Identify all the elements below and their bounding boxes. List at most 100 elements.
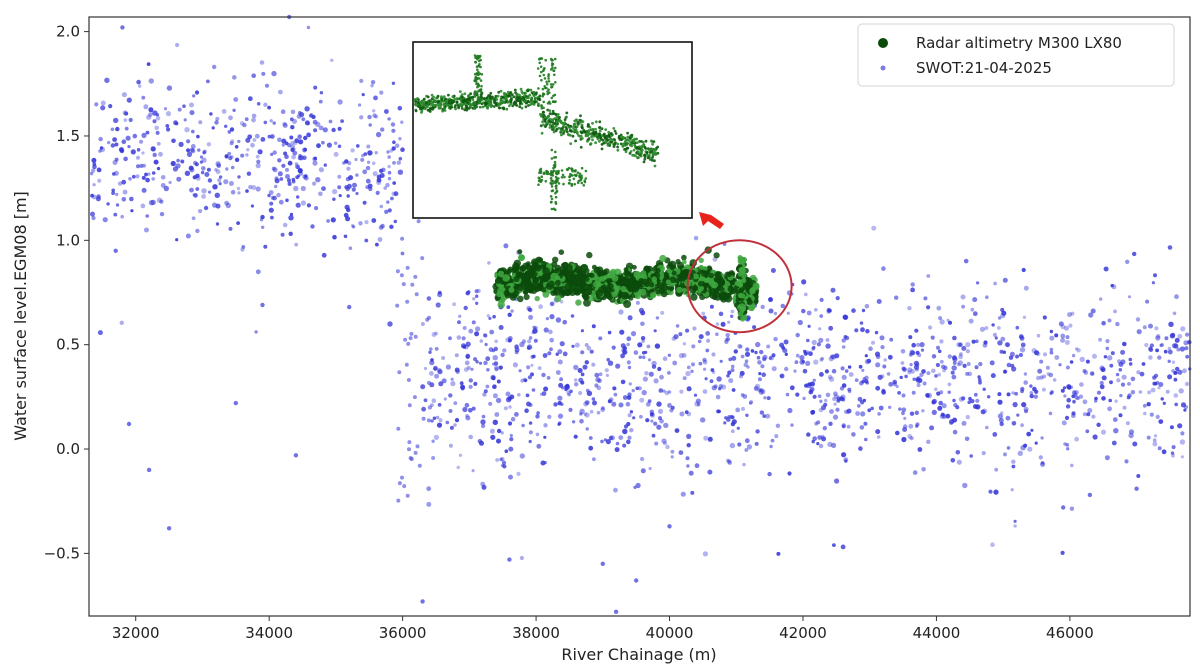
swot-point bbox=[405, 493, 410, 498]
swot-point bbox=[830, 354, 835, 360]
swot-point bbox=[592, 457, 596, 462]
swot-point bbox=[992, 332, 998, 337]
inset-point bbox=[656, 145, 660, 149]
swot-point bbox=[362, 200, 367, 205]
swot-point bbox=[146, 467, 152, 473]
swot-point bbox=[232, 108, 236, 113]
inset-point bbox=[413, 98, 417, 101]
swot-point bbox=[730, 429, 735, 434]
swot-point bbox=[1163, 349, 1168, 354]
swot-point bbox=[913, 360, 920, 366]
swot-point bbox=[707, 436, 713, 442]
swot-point bbox=[354, 157, 358, 162]
swot-point bbox=[527, 375, 533, 380]
swot-point bbox=[851, 432, 856, 437]
swot-point bbox=[635, 386, 639, 391]
swot-point bbox=[967, 400, 971, 405]
inset-point bbox=[559, 129, 563, 133]
inset-point bbox=[422, 97, 426, 101]
inset-point bbox=[475, 93, 479, 96]
swot-point bbox=[841, 397, 846, 402]
swot-point bbox=[345, 186, 351, 192]
inset-point bbox=[486, 96, 489, 100]
swot-point bbox=[1180, 431, 1185, 436]
swot-point bbox=[784, 366, 789, 372]
radar-point bbox=[522, 289, 529, 295]
inset-point bbox=[494, 103, 498, 106]
swot-point bbox=[549, 337, 554, 343]
swot-point bbox=[502, 464, 507, 469]
swot-point bbox=[1132, 441, 1138, 447]
radar-point bbox=[740, 258, 746, 264]
swot-point bbox=[1041, 387, 1046, 392]
swot-point bbox=[638, 307, 645, 313]
inset-point bbox=[542, 106, 545, 110]
swot-point bbox=[437, 369, 443, 375]
swot-point bbox=[644, 371, 649, 376]
inset-point bbox=[640, 148, 644, 152]
swot-point bbox=[313, 128, 318, 133]
inset-point bbox=[505, 107, 509, 111]
swot-point bbox=[711, 352, 716, 357]
swot-point bbox=[132, 174, 136, 179]
swot-point bbox=[1179, 346, 1185, 352]
swot-point bbox=[1103, 266, 1109, 272]
swot-point bbox=[1134, 486, 1139, 491]
swot-point bbox=[594, 383, 599, 388]
inset-point bbox=[480, 73, 484, 76]
swot-point bbox=[129, 196, 134, 202]
swot-point bbox=[667, 403, 672, 408]
swot-point bbox=[635, 300, 640, 305]
swot-point bbox=[759, 349, 764, 355]
swot-point bbox=[543, 386, 549, 392]
swot-point bbox=[208, 190, 212, 194]
inset-point bbox=[509, 100, 513, 104]
swot-point bbox=[474, 331, 480, 337]
swot-point bbox=[277, 158, 282, 163]
swot-point bbox=[484, 342, 488, 347]
swot-point bbox=[1074, 436, 1079, 442]
swot-point bbox=[234, 157, 240, 162]
swot-point bbox=[1155, 348, 1159, 353]
swot-point bbox=[147, 172, 151, 176]
inset-point bbox=[550, 96, 554, 100]
inset-point bbox=[489, 91, 493, 95]
swot-point bbox=[831, 442, 837, 448]
inset-point bbox=[478, 88, 481, 92]
swot-point bbox=[864, 375, 869, 380]
swot-point bbox=[365, 185, 370, 190]
inset-point bbox=[546, 172, 550, 176]
swot-point bbox=[809, 386, 815, 392]
swot-point bbox=[1162, 401, 1167, 405]
swot-point bbox=[571, 420, 576, 424]
swot-point bbox=[730, 368, 735, 373]
swot-point bbox=[981, 451, 986, 456]
swot-point bbox=[392, 140, 396, 144]
swot-point bbox=[858, 446, 863, 451]
swot-point bbox=[564, 384, 571, 390]
swot-point bbox=[908, 335, 913, 340]
swot-point bbox=[155, 116, 161, 121]
swot-point bbox=[1060, 388, 1065, 393]
swot-point bbox=[1024, 409, 1028, 414]
swot-point bbox=[429, 360, 435, 366]
radar-point bbox=[623, 292, 630, 299]
inset-point bbox=[447, 100, 451, 104]
swot-point bbox=[982, 387, 986, 391]
swot-point bbox=[122, 189, 128, 195]
swot-point bbox=[894, 295, 899, 300]
swot-point bbox=[475, 294, 479, 298]
swot-point bbox=[690, 369, 694, 373]
swot-point bbox=[404, 362, 409, 367]
inset-point bbox=[486, 106, 489, 110]
inset-point bbox=[648, 158, 652, 161]
inset-point bbox=[479, 79, 483, 82]
inset-point bbox=[438, 106, 442, 110]
swot-point bbox=[1159, 343, 1163, 348]
swot-point bbox=[737, 442, 742, 447]
radar-point bbox=[737, 282, 744, 288]
inset-point bbox=[635, 146, 639, 150]
inset-point bbox=[550, 200, 553, 204]
radar-point bbox=[675, 259, 681, 265]
inset-point bbox=[644, 147, 648, 150]
